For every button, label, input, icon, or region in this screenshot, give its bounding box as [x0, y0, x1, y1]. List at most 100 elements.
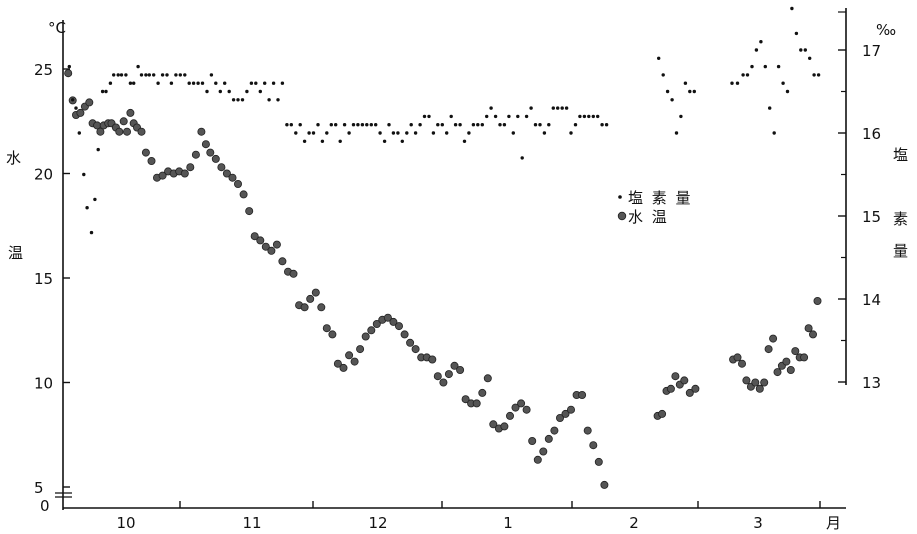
chlorinity-point: [396, 131, 400, 135]
chlorinity-point: [294, 131, 298, 135]
chlorinity-point: [298, 123, 302, 127]
water-temp-point: [800, 353, 809, 362]
chlorinity-point: [808, 56, 812, 60]
water-temp-point: [809, 330, 818, 339]
water-temp-point: [406, 338, 415, 347]
water-temp-point: [85, 98, 94, 107]
water-temp-point: [158, 171, 167, 180]
chlorinity-point: [480, 123, 484, 127]
water-temp-point: [583, 426, 592, 435]
water-temp-point: [345, 351, 354, 360]
right-axis-title-char-2: 素: [893, 210, 908, 228]
chlorinity-point: [178, 73, 182, 77]
chlorinity-point: [547, 123, 551, 127]
chlorinity-point: [382, 139, 387, 143]
water-temp-point: [567, 405, 576, 414]
water-temp-point: [456, 365, 465, 374]
legend-chlorinity-marker: [618, 195, 622, 199]
water-temp-point: [306, 294, 315, 303]
chlorinity-point: [245, 89, 249, 94]
right-axis-title-char-3: 量: [893, 242, 908, 260]
legend-chlorinity-label: 塩 素 量: [628, 189, 693, 207]
chlorinity-point: [578, 114, 582, 119]
left-tick-label: 15: [34, 270, 53, 288]
chlorinity-point: [320, 139, 325, 143]
water-temp-point: [115, 127, 124, 136]
left-tick-label: 0: [40, 497, 50, 515]
chlorinity-point: [445, 131, 449, 135]
chlorinity-point: [187, 81, 191, 85]
water-temp-point: [322, 324, 331, 333]
chlorinity-point: [200, 81, 205, 85]
water-temp-point: [478, 388, 487, 397]
chlorinity-point: [329, 123, 333, 127]
chlorinity-point: [542, 131, 547, 135]
water-temp-point: [361, 332, 370, 341]
chlorinity-point: [781, 81, 785, 85]
water-temp-point: [544, 434, 553, 443]
x-tick-label: 1: [503, 514, 513, 532]
right-axis-title-char-1: 塩: [893, 146, 908, 164]
water-temp-point: [191, 150, 200, 159]
chlorinity-point: [276, 98, 280, 102]
chlorinity-point: [74, 106, 78, 110]
chlorinity-point: [240, 98, 245, 102]
chlorinity-point: [657, 56, 661, 60]
water-temp-point: [764, 345, 773, 354]
chlorinity-point: [191, 81, 196, 85]
chlorinity-point: [132, 81, 136, 85]
right-axis-unit: ‰: [876, 21, 896, 39]
chlorinity-point: [196, 81, 200, 85]
water-temp-point: [450, 361, 459, 370]
axis-break-marker: [55, 492, 72, 498]
water-temp-point: [539, 447, 548, 456]
water-temp-point: [233, 179, 242, 188]
water-temp-point: [533, 455, 542, 464]
left-tick-label: 5: [34, 479, 44, 497]
water-temp-point: [556, 413, 565, 422]
chlorinity-point: [104, 89, 108, 94]
water-temp-point: [742, 376, 751, 385]
water-temp-point: [444, 370, 453, 379]
chlorinity-point: [582, 114, 587, 119]
chlorinity-point: [307, 131, 311, 135]
water-temp-point: [461, 395, 470, 404]
water-temp-point: [804, 324, 813, 333]
chlorinity-point: [803, 48, 807, 52]
chlorinity-point: [147, 73, 151, 77]
chlorinity-point: [449, 114, 453, 119]
chlorinity-point: [816, 73, 821, 77]
water-temp-point: [76, 108, 85, 117]
water-temp-point: [751, 378, 760, 387]
chlorinity-point: [604, 123, 609, 127]
chlorinity-point: [591, 114, 595, 119]
water-temp-point: [367, 326, 376, 335]
chlorinity-point: [600, 123, 604, 127]
water-temp-point: [773, 368, 782, 377]
chlorinity-point: [391, 131, 396, 135]
water-temp-point: [517, 399, 526, 408]
x-axis-ticks: 10 11 12 1 2 3: [116, 501, 821, 532]
water-temp-point: [228, 173, 237, 182]
chlorinity-point: [71, 98, 75, 102]
chlorinity-point: [529, 106, 533, 110]
chlorinity-point: [462, 139, 467, 143]
chlorinity-point: [560, 106, 564, 110]
water-temp-point: [511, 403, 520, 412]
chlorinity-point: [152, 73, 156, 77]
legend-water-temp-label: 水 温: [628, 208, 669, 226]
water-temp-point: [372, 319, 381, 328]
water-temp-point: [211, 154, 220, 163]
chlorinity-point: [302, 139, 307, 143]
chlorinity-point: [271, 81, 276, 85]
chlorinity-point: [587, 114, 591, 119]
water-temp-point: [522, 405, 531, 414]
chlorinity-point: [374, 123, 378, 127]
chlorinity-point: [440, 123, 444, 127]
chlorinity-point: [174, 73, 178, 77]
chlorinity-point: [254, 81, 258, 85]
chlorinity-point: [227, 89, 231, 94]
water-temp-point: [339, 363, 348, 372]
chlorinity-point: [476, 123, 480, 127]
